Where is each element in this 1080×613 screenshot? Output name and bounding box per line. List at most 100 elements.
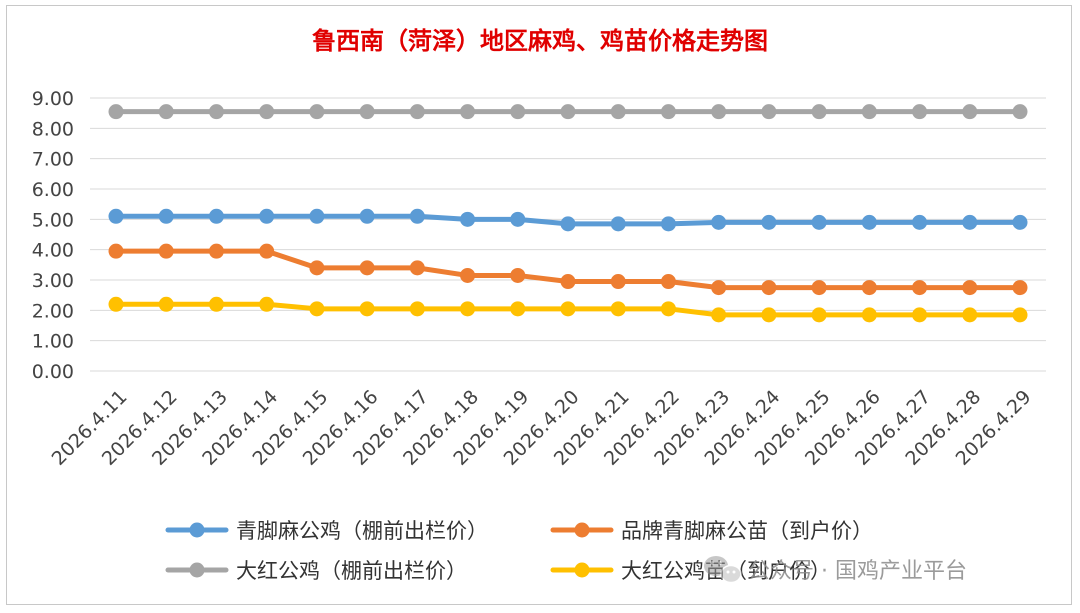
data-point: [660, 301, 676, 317]
y-tick-label: 0.00: [32, 361, 74, 383]
data-point: [259, 104, 275, 120]
legend-label: 品牌青脚麻公苗（到户价）: [621, 519, 873, 543]
data-point: [359, 260, 375, 276]
data-point: [761, 280, 777, 296]
legend-swatch-marker: [189, 562, 205, 578]
data-point: [359, 208, 375, 224]
y-tick-label: 8.00: [32, 118, 74, 140]
data-point: [108, 104, 124, 120]
x-axis-ticks: 2026.4.112026.4.122026.4.132026.4.142026…: [48, 386, 1036, 470]
y-tick-label: 2.00: [32, 300, 74, 322]
data-point: [409, 260, 425, 276]
data-point: [460, 211, 476, 227]
data-point: [460, 104, 476, 120]
data-point: [259, 243, 275, 259]
series-0: [108, 208, 1028, 232]
data-point: [861, 307, 877, 323]
data-point: [208, 243, 224, 259]
watermark: 公众号 · 国鸡产业平台: [704, 556, 967, 584]
grid-layer: [90, 97, 1046, 372]
y-tick-label: 3.00: [32, 270, 74, 292]
data-point: [761, 104, 777, 120]
data-point: [811, 214, 827, 230]
data-point: [259, 208, 275, 224]
data-point: [108, 296, 124, 312]
legend-label: 青脚麻公鸡（棚前出栏价）: [236, 519, 488, 543]
data-point: [962, 104, 978, 120]
legend-swatch-marker: [574, 562, 590, 578]
data-point: [510, 211, 526, 227]
data-point: [711, 307, 727, 323]
data-point: [660, 216, 676, 232]
data-point: [309, 208, 325, 224]
data-point: [1012, 214, 1028, 230]
data-point: [158, 243, 174, 259]
data-point: [912, 214, 928, 230]
legend-swatch-marker: [189, 522, 205, 538]
legend-item-1: 品牌青脚麻公苗（到户价）: [550, 519, 873, 543]
data-point: [158, 104, 174, 120]
data-point: [610, 216, 626, 232]
data-point: [660, 104, 676, 120]
data-point: [208, 104, 224, 120]
data-point: [1012, 104, 1028, 120]
data-point: [108, 208, 124, 224]
y-axis-ticks: 0.00 1.00 2.00 3.00 4.00 5.00 6.00 7.00 8.00 9.00: [32, 88, 74, 383]
data-point: [560, 216, 576, 232]
data-point: [510, 104, 526, 120]
data-point: [912, 280, 928, 296]
series-2: [108, 104, 1028, 120]
series-1: [108, 243, 1028, 296]
y-tick-label: 7.00: [32, 149, 74, 171]
data-point: [460, 301, 476, 317]
data-point: [811, 307, 827, 323]
data-point: [711, 214, 727, 230]
data-point: [510, 267, 526, 283]
data-point: [761, 214, 777, 230]
y-tick-label: 9.00: [32, 88, 74, 110]
data-point: [711, 280, 727, 296]
data-point: [108, 243, 124, 259]
data-point: [460, 267, 476, 283]
data-point: [962, 214, 978, 230]
chart-title: 鲁西南（菏泽）地区麻鸡、鸡苗价格走势图: [312, 27, 768, 55]
data-point: [309, 260, 325, 276]
data-point: [560, 274, 576, 290]
y-tick-label: 5.00: [32, 209, 74, 231]
data-point: [610, 274, 626, 290]
data-point: [761, 307, 777, 323]
data-point: [811, 104, 827, 120]
legend-item-0: 青脚麻公鸡（棚前出栏价）: [165, 519, 488, 543]
data-point: [409, 301, 425, 317]
data-point: [158, 296, 174, 312]
data-point: [208, 208, 224, 224]
wechat-icon: [704, 556, 742, 584]
data-point: [510, 301, 526, 317]
data-point: [409, 208, 425, 224]
data-point: [409, 104, 425, 120]
data-point: [1012, 280, 1028, 296]
data-point: [861, 214, 877, 230]
series-layer: [108, 104, 1028, 323]
data-point: [660, 274, 676, 290]
series-3: [108, 296, 1028, 323]
data-point: [309, 301, 325, 317]
data-point: [359, 301, 375, 317]
data-point: [861, 280, 877, 296]
data-point: [912, 104, 928, 120]
data-point: [912, 307, 928, 323]
data-point: [610, 104, 626, 120]
data-point: [359, 104, 375, 120]
y-tick-label: 1.00: [32, 331, 74, 353]
watermark-text: 公众号 · 国鸡产业平台: [748, 559, 967, 584]
data-point: [861, 104, 877, 120]
data-point: [962, 307, 978, 323]
legend-label: 大红公鸡（棚前出栏价）: [236, 559, 467, 583]
data-point: [259, 296, 275, 312]
data-point: [962, 280, 978, 296]
y-tick-label: 6.00: [32, 179, 74, 201]
data-point: [711, 104, 727, 120]
data-point: [158, 208, 174, 224]
legend-item-2: 大红公鸡（棚前出栏价）: [165, 559, 467, 583]
